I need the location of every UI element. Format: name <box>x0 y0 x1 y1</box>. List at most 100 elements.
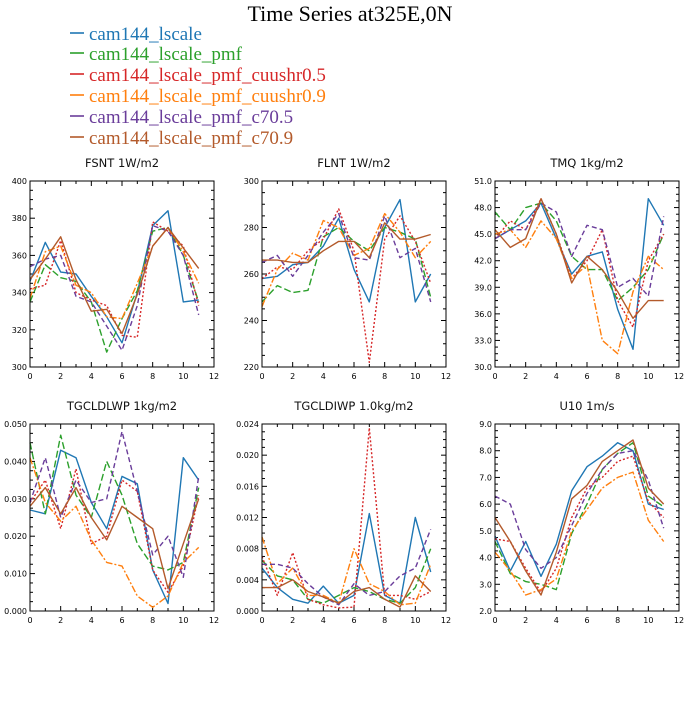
chart-panel: TGCLDIWP 1.0kg/m2 0 2 4 6 8 10 12 0.000 0.004 0.00… <box>236 399 451 625</box>
series-line <box>261 208 432 364</box>
series-line <box>262 528 432 606</box>
chart-panels: FSNT 1W/m20 2 4 6 8 10 12300320340360380400FLN… <box>4 156 684 625</box>
legend-item: cam144_lscale_pmf <box>70 44 243 65</box>
series-line <box>262 575 432 608</box>
y-tick-label: 6.0 <box>479 500 492 509</box>
x-tick-label: 2 <box>58 616 63 625</box>
x-tick-label: 6 <box>119 616 124 625</box>
x-tick-label: 0 <box>492 616 497 625</box>
series-line <box>494 442 665 591</box>
series-line <box>29 449 200 605</box>
y-tick-label: 320 <box>12 326 27 335</box>
y-tick-label: 360 <box>12 251 27 260</box>
series-line <box>494 197 665 350</box>
y-tick-label: 240 <box>244 317 259 326</box>
y-tick-label: 5.0 <box>479 527 492 536</box>
series-line <box>261 536 432 606</box>
y-tick-label: 42.0 <box>474 257 492 266</box>
x-tick-label: 12 <box>209 372 219 381</box>
series-line <box>261 212 432 303</box>
panel-title: FSNT 1W/m2 <box>85 156 159 170</box>
plot-frame <box>29 180 215 368</box>
series-line <box>29 468 200 593</box>
x-tick-label: 10 <box>178 616 188 625</box>
y-tick-label: 340 <box>12 289 27 298</box>
x-tick-label: 4 <box>89 372 94 381</box>
legend-item: cam144_lscale_pmf_c70.9 <box>70 128 293 149</box>
series-line <box>29 486 200 590</box>
series-line <box>494 450 665 569</box>
x-tick-label: 10 <box>178 372 188 381</box>
series-line <box>29 224 200 351</box>
series-line <box>261 512 432 604</box>
series-line <box>494 442 664 577</box>
y-tick-label: 400 <box>12 177 27 186</box>
y-tick-label: 48.0 <box>474 204 492 213</box>
y-tick-label: 0.008 <box>236 545 259 554</box>
y-tick-label: 0.020 <box>236 451 259 460</box>
series-line <box>29 457 200 608</box>
x-tick-label: 4 <box>321 372 326 381</box>
x-tick-label: 12 <box>674 372 684 381</box>
y-tick-label: 33.0 <box>474 336 492 345</box>
y-tick-label: 3.0 <box>479 580 492 589</box>
y-tick-label: 300 <box>244 177 259 186</box>
x-tick-label: 4 <box>554 616 559 625</box>
series-line <box>261 212 432 307</box>
y-tick-label: 280 <box>244 224 259 233</box>
y-tick-label: 0.024 <box>236 420 259 429</box>
series-line <box>494 197 665 328</box>
x-tick-label: 0 <box>27 372 32 381</box>
series-line <box>29 434 200 571</box>
x-tick-label: 10 <box>643 616 653 625</box>
series-line <box>29 430 200 578</box>
y-tick-label: 0.020 <box>4 532 27 541</box>
y-tick-label: 51.0 <box>474 177 492 186</box>
x-tick-label: 4 <box>321 616 326 625</box>
y-tick-label: 0.000 <box>236 607 259 616</box>
legend-label: cam144_lscale_pmf_cuushr0.5 <box>89 65 326 86</box>
legend: cam144_lscale cam144_lscale_pmf cam144_l… <box>70 24 326 149</box>
y-tick-label: 45.0 <box>474 230 492 239</box>
chart-panel: U10 1m/s 0 2 4 6 8 10 12 2.0 3.0 4.0 5.0 6.0 7.0 8.0 9.… <box>479 399 684 625</box>
x-tick-label: 0 <box>259 616 264 625</box>
x-tick-label: 8 <box>615 372 620 381</box>
x-tick-label: 10 <box>410 372 420 381</box>
legend-label: cam144_lscale_pmf <box>89 44 243 65</box>
x-tick-label: 2 <box>290 372 295 381</box>
plot-frame <box>494 180 680 368</box>
plot-frame <box>494 423 680 612</box>
y-tick-label: 39.0 <box>474 283 492 292</box>
series-line <box>29 221 200 338</box>
x-tick-label: 2 <box>58 372 63 381</box>
x-tick-label: 8 <box>150 372 155 381</box>
plot-frame <box>261 423 447 612</box>
panel-title: FLNT 1W/m2 <box>317 156 390 170</box>
x-tick-label: 0 <box>27 616 32 625</box>
series-line <box>494 202 665 302</box>
y-tick-label: 36.0 <box>474 310 492 319</box>
y-tick-label: 260 <box>244 270 259 279</box>
plot-frame <box>261 180 447 368</box>
series-line <box>494 202 665 297</box>
y-tick-label: 30.0 <box>474 363 492 372</box>
series-line <box>29 210 199 344</box>
x-tick-label: 4 <box>554 372 559 381</box>
plot-frame <box>29 423 215 612</box>
x-tick-label: 6 <box>351 616 356 625</box>
x-tick-label: 4 <box>89 616 94 625</box>
series-line <box>29 226 200 335</box>
series-line <box>494 471 665 596</box>
panel-title: TMQ 1kg/m2 <box>549 156 623 170</box>
y-tick-label: 0.040 <box>4 457 27 466</box>
y-tick-label: 0.010 <box>4 570 27 579</box>
x-tick-label: 6 <box>351 372 356 381</box>
panel-title: TGCLDLWP 1kg/m2 <box>66 399 177 413</box>
chart-panel: TMQ 1kg/m2 0 2 4 6 8 10 12 30.0 33.0 36.0 39.0 42.0 4… <box>474 156 684 381</box>
legend-item: cam144_lscale_pmf_c70.5 <box>70 107 293 128</box>
chart-panel: FSNT 1W/m2 0 2 4 6 8 10 12 300 320 340 360 380 400 <box>12 156 219 381</box>
x-tick-label: 10 <box>410 616 420 625</box>
chart-panel: FLNT 1W/m2 0 2 4 6 8 10 12 220 240 260 280 300 <box>244 156 451 381</box>
y-tick-label: 2.0 <box>479 607 492 616</box>
